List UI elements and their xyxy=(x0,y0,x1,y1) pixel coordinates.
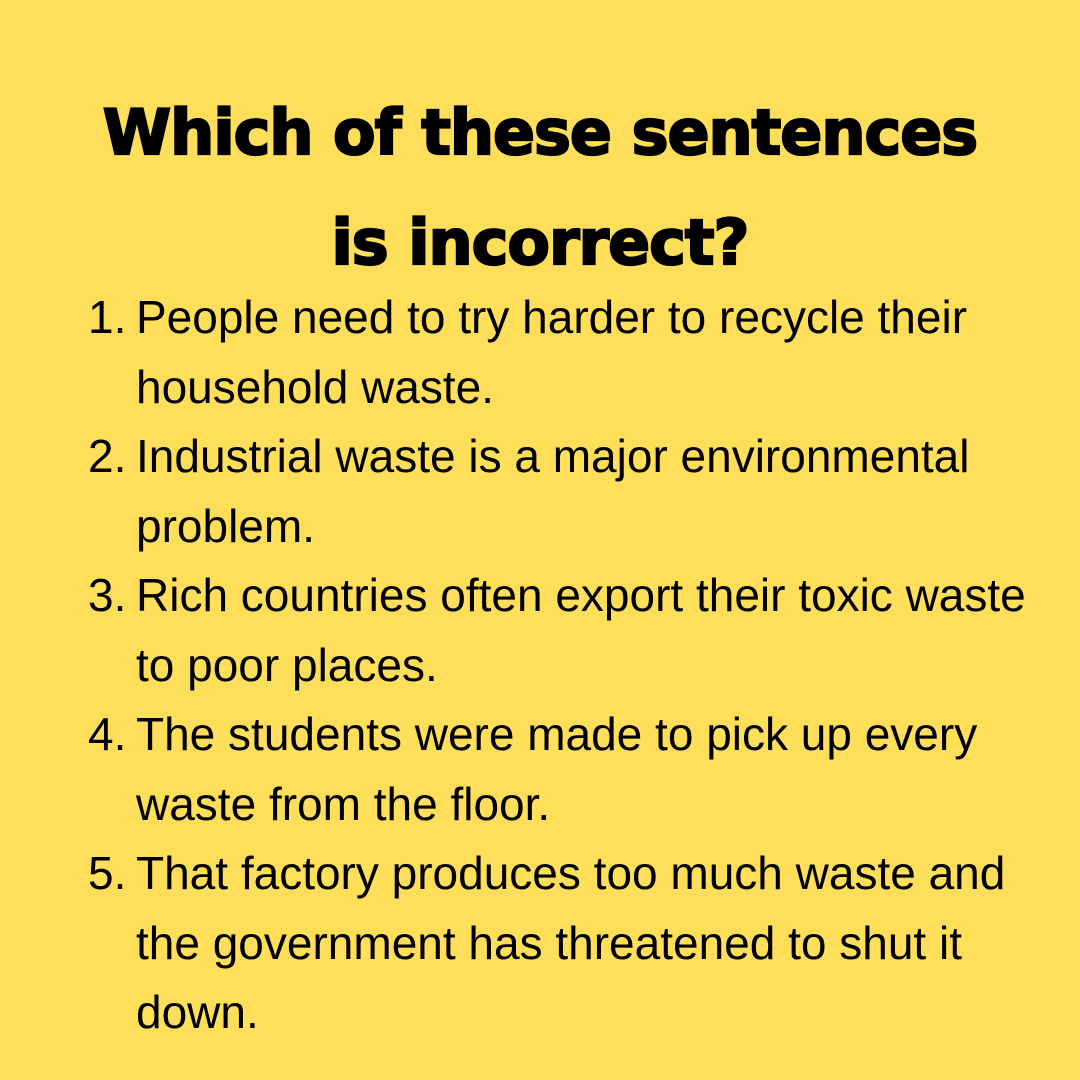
list-item-text: That factory produces too much waste and… xyxy=(136,847,1006,1038)
list-item: 1. People need to try harder to recycle … xyxy=(88,283,1048,422)
title-line-1: Which of these sentences xyxy=(102,95,980,170)
list-item-number: 5. xyxy=(88,847,127,899)
list-item-text: Rich countries often export their toxic … xyxy=(136,569,1026,691)
list-item-text: Industrial waste is a major environmenta… xyxy=(136,430,970,552)
list-item-number: 3. xyxy=(88,569,127,621)
list-item-number: 4. xyxy=(88,708,127,760)
list-item: 5. That factory produces too much waste … xyxy=(88,839,1048,1048)
list-item-number: 2. xyxy=(88,430,127,482)
title-line-2: is incorrect? xyxy=(330,205,750,280)
list-item: 2. Industrial waste is a major environme… xyxy=(88,422,1048,561)
list-item-text: People need to try harder to recycle the… xyxy=(136,291,968,413)
list-item-text: The students were made to pick up every … xyxy=(136,708,978,830)
list-item-number: 1. xyxy=(88,291,127,343)
sentence-list: 1. People need to try harder to recycle … xyxy=(88,283,1048,1048)
quiz-question-title: Which of these sentences is incorrect? xyxy=(0,78,1080,298)
list-item: 4. The students were made to pick up eve… xyxy=(88,700,1048,839)
list-item: 3. Rich countries often export their tox… xyxy=(88,561,1048,700)
